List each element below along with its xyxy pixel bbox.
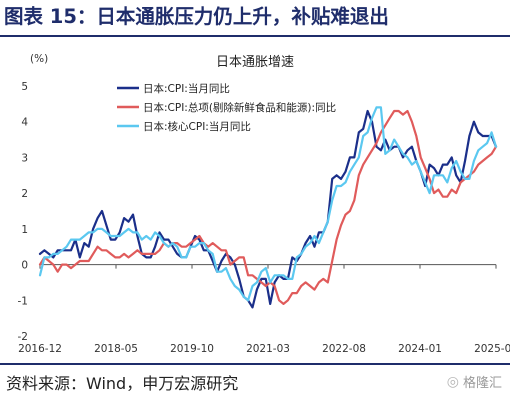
y-axis-ticks: -2 -1 0 1 2 3 4 5: [18, 81, 29, 343]
legend-label: 日本:核心CPI:当月同比: [143, 120, 251, 133]
x-tick-label: 2021-03: [246, 343, 290, 355]
y-tick-label: 3: [21, 152, 28, 164]
figure-title: 图表 15：日本通胀压力仍上升，补贴难退出: [4, 5, 389, 28]
legend: 日本:CPI:当月同比日本:CPI:总项(剔除新鲜食品和能源):同比日本:核心C…: [117, 82, 336, 133]
y-tick-label: 1: [21, 224, 28, 236]
series-line: [38, 106, 498, 302]
y-axis-unit-label: (%): [30, 53, 48, 65]
y-tick-label: 5: [21, 81, 28, 93]
legend-label: 日本:CPI:总项(剔除新鲜食品和能源):同比: [143, 101, 336, 114]
watermark-logo-icon: ◎: [446, 373, 459, 390]
y-tick-label: -2: [18, 331, 28, 343]
line-chart: 日本通胀增速 (%) -2 -1 0 1 2 3 4 5 2016-12 2018-05 2019…: [18, 53, 510, 355]
x-axis: 2016-12 2018-05 2019-10 2021-03 2022-08 2024-…: [18, 264, 510, 355]
x-tick-label: 2016-12: [18, 343, 62, 355]
watermark-text: 格隆汇: [462, 376, 502, 391]
series-line: [38, 109, 498, 305]
x-tick-label: 2025-06: [474, 343, 510, 355]
footer-divider: [0, 363, 510, 365]
chart-title: 日本通胀增速: [216, 55, 294, 70]
y-tick-label: 0: [21, 260, 28, 272]
y-tick-label: 4: [21, 117, 28, 129]
watermark: ◎ 格隆汇: [446, 372, 502, 392]
y-tick-label: 2: [21, 188, 28, 200]
legend-label: 日本:CPI:当月同比: [143, 82, 230, 95]
x-tick-label: 2022-08: [322, 343, 366, 355]
title-divider: [0, 35, 510, 37]
y-tick-label: -1: [18, 295, 28, 307]
series-lines: [38, 106, 498, 309]
source-note: 资料来源：Wind，申万宏源研究: [6, 374, 239, 393]
x-tick-label: 2019-10: [170, 343, 214, 355]
x-tick-label: 2018-05: [94, 343, 138, 355]
x-tick-label: 2024-01: [398, 343, 442, 355]
